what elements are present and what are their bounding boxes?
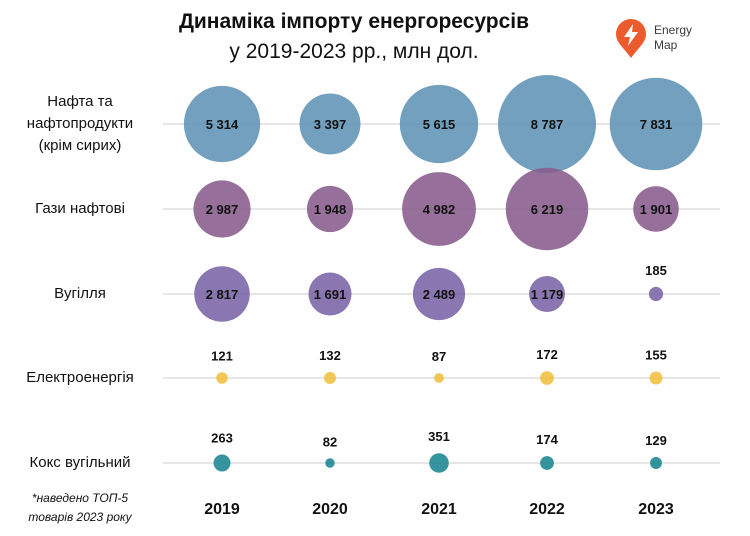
bubble — [402, 172, 476, 246]
row-label-line: Електроенергія — [26, 369, 134, 386]
data-label: 2 817 — [206, 287, 239, 302]
bubble — [434, 373, 444, 383]
data-label: 7 831 — [640, 117, 673, 132]
data-label: 5 615 — [423, 117, 456, 132]
data-label: 121 — [211, 348, 233, 363]
data-label: 1 948 — [314, 202, 347, 217]
bubble — [306, 185, 354, 233]
energy-map-logo: Energy Map — [614, 19, 714, 59]
data-label: 1 901 — [640, 202, 673, 217]
data-label: 87 — [432, 349, 446, 364]
bubble — [429, 453, 449, 473]
data-label: 1 179 — [531, 287, 564, 302]
x-tick-label: 2022 — [529, 501, 565, 518]
data-label: 174 — [536, 432, 558, 447]
bubble — [633, 186, 679, 232]
bubble — [194, 266, 250, 322]
row-label: Нафта та нафтопродукти (крім сирих) — [0, 91, 160, 157]
row-label-line: Гази нафтові — [35, 200, 125, 217]
data-label: 172 — [536, 347, 558, 362]
bubble — [498, 75, 596, 173]
data-label: 5 314 — [206, 117, 239, 132]
data-label: 263 — [211, 431, 233, 446]
chart-title: Динаміка імпорту енергоресурсів — [178, 10, 530, 33]
row-label-line: нафтопродукти — [26, 115, 134, 132]
data-label: 2 489 — [423, 287, 456, 302]
data-label: 132 — [319, 348, 341, 363]
data-label: 4 982 — [423, 202, 456, 217]
data-label: 155 — [645, 347, 667, 362]
row-label: Вугілля — [0, 283, 160, 305]
footnote-line2: товарів 2023 року — [28, 510, 132, 524]
logo-text-line2: Map — [654, 38, 678, 52]
bubble — [299, 93, 361, 155]
chart-subtitle: у 2019-2023 рр., млн дол. — [229, 40, 479, 63]
bubble — [213, 454, 231, 472]
x-tick-label: 2019 — [204, 501, 240, 518]
bubble — [193, 180, 251, 238]
bubble — [216, 372, 228, 384]
data-label: 8 787 — [531, 117, 564, 132]
bubble — [648, 286, 664, 302]
data-label: 2 987 — [206, 202, 239, 217]
data-label: 3 397 — [314, 117, 347, 132]
row-label: Електроенергія — [0, 367, 160, 389]
bubble — [609, 77, 703, 171]
bubble — [323, 371, 337, 385]
bubble — [308, 272, 352, 316]
logo-text-line1: Energy — [654, 23, 693, 37]
data-label: 6 219 — [531, 202, 564, 217]
row-label-line: Кокс вугільний — [29, 454, 131, 471]
data-label: 82 — [323, 434, 337, 449]
bubble — [540, 456, 554, 470]
data-label: 185 — [645, 263, 667, 278]
x-tick-label: 2021 — [421, 501, 457, 518]
row-label: Кокс вугільний — [0, 452, 160, 474]
bubble — [650, 457, 662, 469]
row-label-line: (крім сирих) — [38, 137, 122, 154]
bubble — [505, 167, 589, 251]
row-label-line: Вугілля — [54, 285, 106, 302]
x-tick-label: 2020 — [312, 501, 348, 518]
x-tick-label: 2023 — [638, 501, 674, 518]
bubble — [540, 371, 554, 385]
lightning-pin-icon — [616, 19, 646, 58]
bubble — [412, 267, 466, 321]
footnote: *наведено ТОП-5 товарів 2023 року — [0, 489, 160, 527]
bubble — [399, 84, 479, 164]
bubble — [325, 458, 335, 468]
data-label: 129 — [645, 433, 667, 448]
bubble — [529, 276, 565, 312]
data-label: 1 691 — [314, 287, 347, 302]
data-label: 351 — [428, 429, 450, 444]
row-label: Гази нафтові — [0, 198, 160, 220]
row-label-line: Нафта та — [47, 93, 113, 110]
footnote-line1: *наведено ТОП-5 — [31, 491, 129, 505]
bubble — [183, 85, 261, 163]
bubble — [649, 371, 663, 385]
